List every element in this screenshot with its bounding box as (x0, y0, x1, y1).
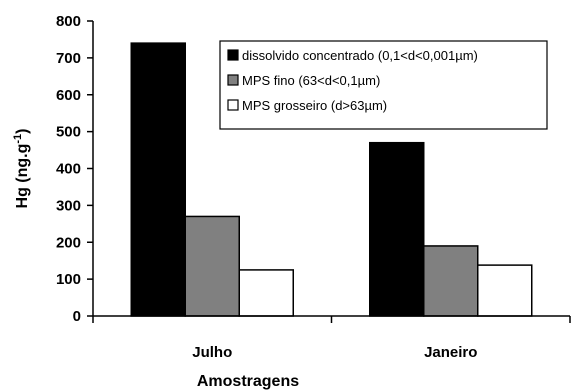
y-tick-label: 700 (56, 50, 81, 67)
bar-1-0 (369, 141, 425, 317)
bar-0-0 (130, 42, 186, 317)
bar-1-1 (423, 245, 479, 317)
bar-1-2 (477, 264, 533, 317)
legend-swatch (227, 49, 239, 61)
y-tick-label: 500 (56, 124, 81, 141)
y-tick-label: 400 (56, 161, 81, 178)
y-tick-label: 300 (56, 197, 81, 214)
y-tick-label: 800 (56, 13, 81, 30)
legend: dissolvido concentrado (0,1<d<0,001µm) MP… (219, 40, 548, 130)
bar-0-1 (184, 215, 240, 317)
y-tick-label: 0 (73, 308, 81, 325)
y-tick-label: 100 (56, 271, 81, 288)
x-category-label: Janeiro (424, 344, 477, 361)
y-tick-label: 600 (56, 87, 81, 104)
x-axis-title: Amostragens (197, 373, 299, 390)
legend-label: MPS fino (63<d<0,1µm) (242, 73, 380, 88)
bar-0-2 (238, 269, 294, 317)
x-category-label: Julho (192, 344, 232, 361)
y-axis-title: Hg (ng.g-1) (12, 129, 31, 209)
y-tick-label: 200 (56, 234, 81, 251)
legend-label: MPS grosseiro (d>63µm) (242, 98, 387, 113)
legend-swatch (227, 99, 239, 111)
x-axis: Julho Janeiro (92, 315, 571, 361)
y-axis: 0 100 200 300 400 500 600 700 800 (56, 13, 94, 325)
legend-label: dissolvido concentrado (0,1<d<0,001µm) (242, 48, 478, 63)
legend-box (219, 40, 548, 130)
legend-swatch (227, 74, 239, 86)
